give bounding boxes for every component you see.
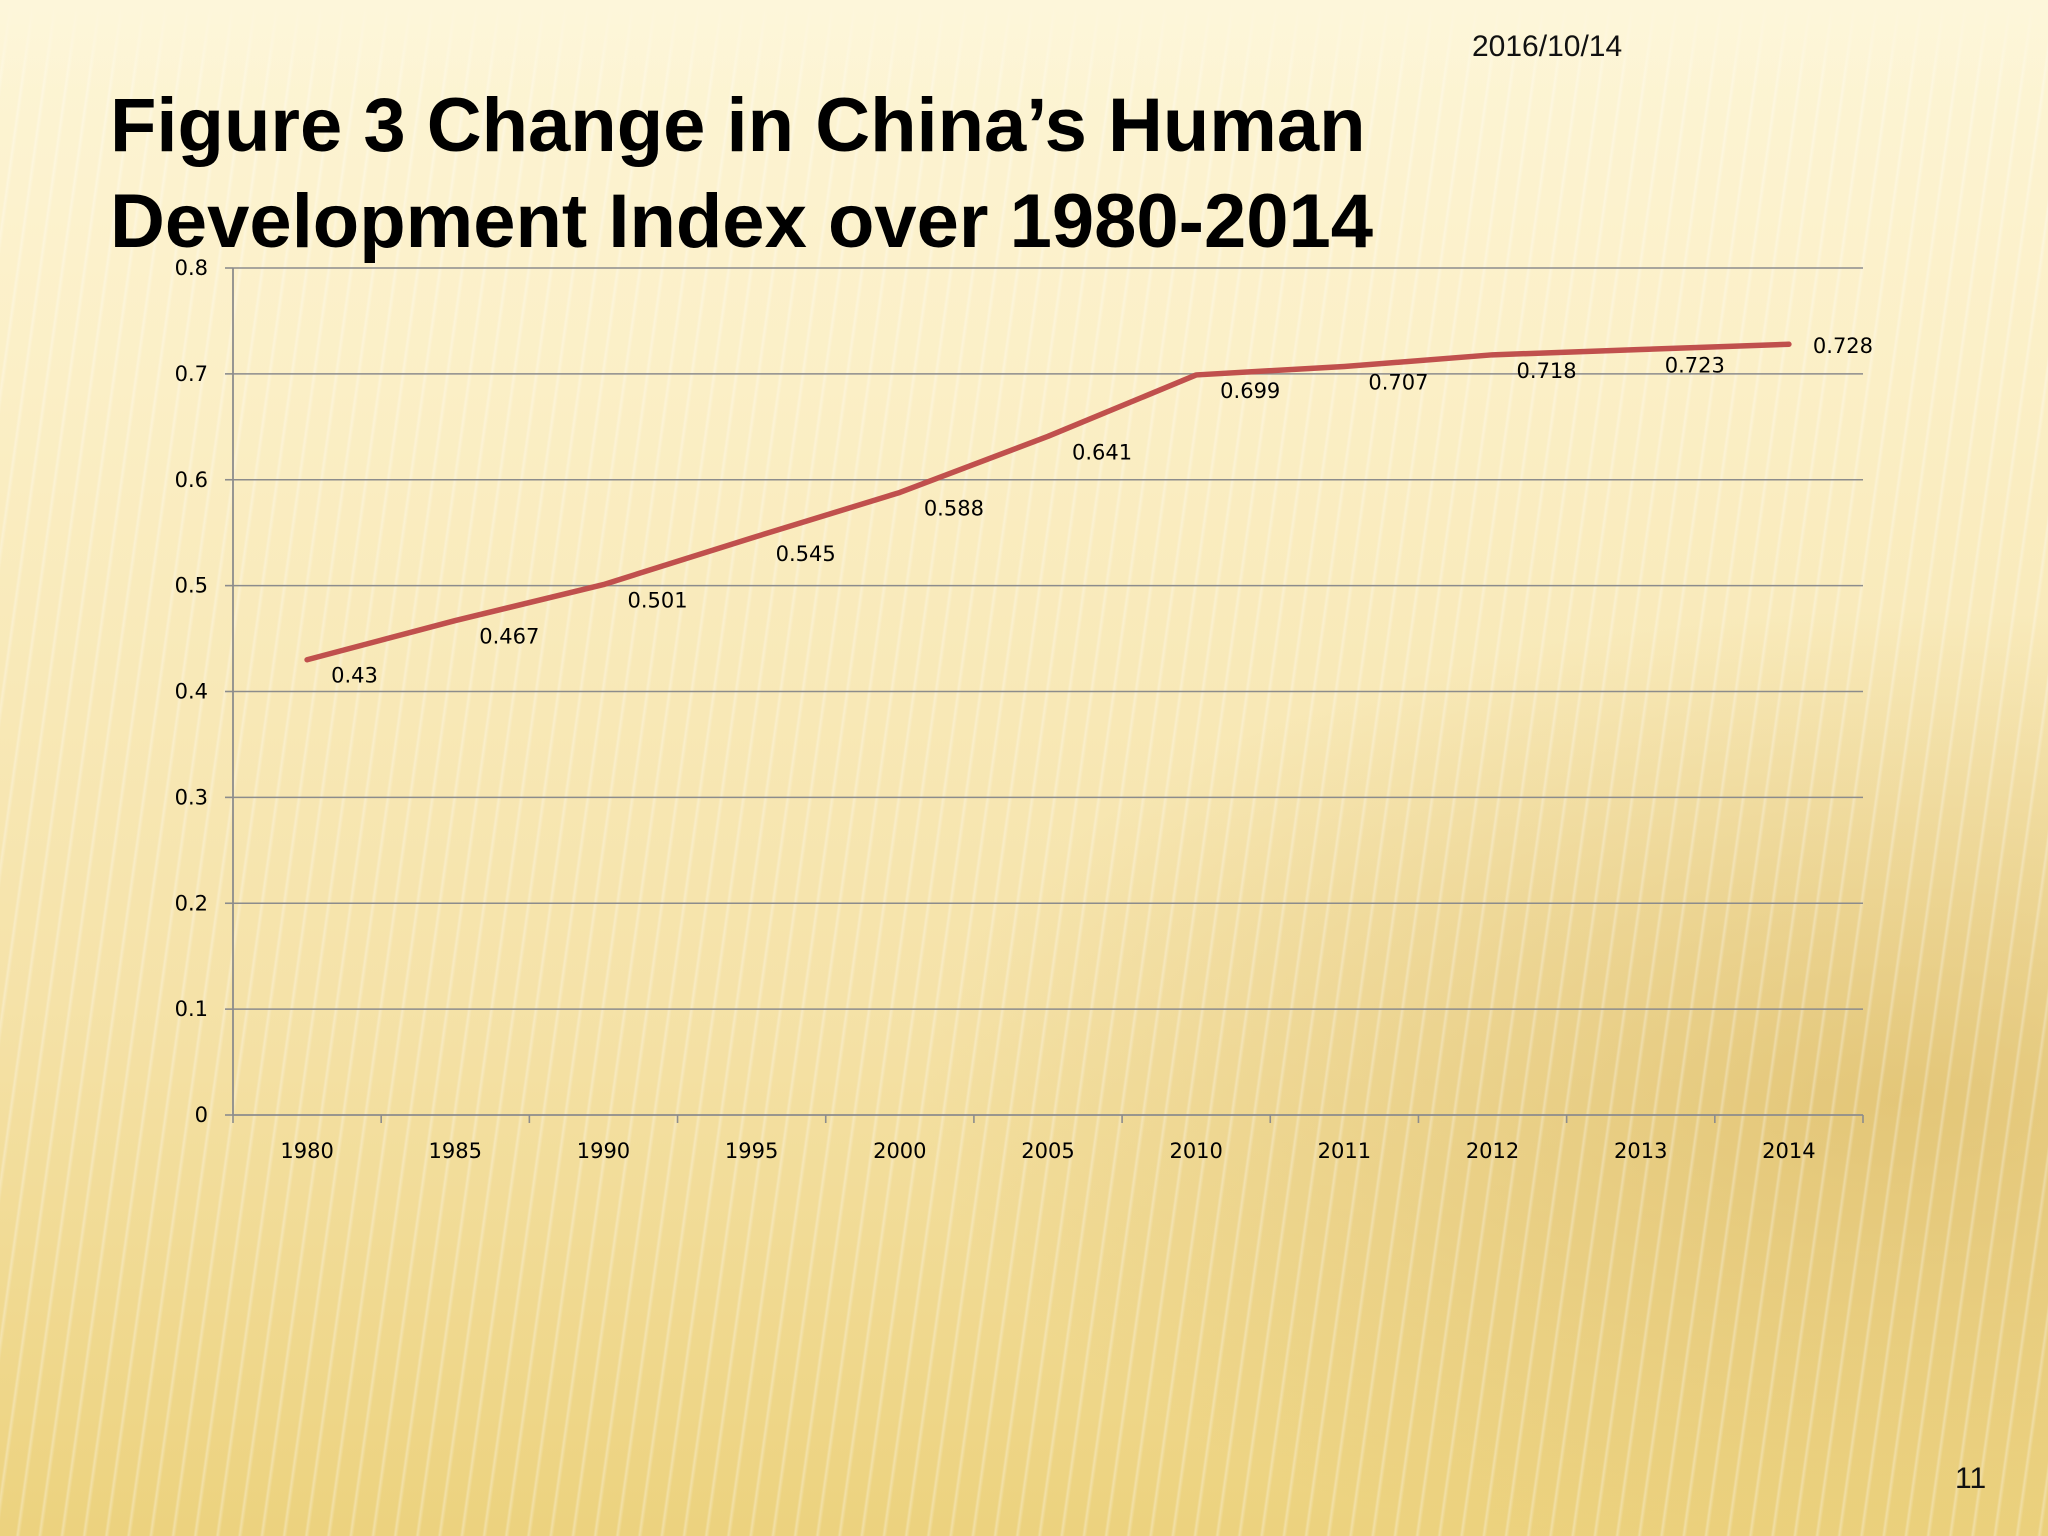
slide-title-line-1: Figure 3 Change in China’s Human — [110, 83, 1366, 168]
x-tick-label: 2005 — [1021, 1139, 1074, 1163]
data-label: 0.501 — [627, 589, 687, 613]
y-axis-ticks: 0 0.1 0.2 0.3 0.4 0.5 0.6 0.7 0.8 — [175, 256, 233, 1127]
page-number: 11 — [1955, 1462, 1987, 1495]
data-label: 0.728 — [1813, 334, 1873, 358]
data-label: 0.699 — [1220, 379, 1280, 403]
x-tick-label: 2011 — [1318, 1139, 1371, 1163]
x-tick-label: 2012 — [1466, 1139, 1519, 1163]
x-tick-label: 1985 — [429, 1139, 482, 1163]
x-tick-label: 1980 — [280, 1139, 333, 1163]
chart-data-labels: 0.43 0.467 0.501 0.545 0.588 0.641 0.699 0.707 0… — [331, 334, 1873, 688]
y-tick-label: 0.6 — [175, 468, 208, 492]
data-label: 0.723 — [1665, 354, 1725, 378]
slide-title-line-2: Development Index over 1980-2014 — [110, 179, 1374, 264]
x-tick-label: 2014 — [1762, 1139, 1815, 1163]
x-tick-label: 1990 — [577, 1139, 630, 1163]
chart-series — [304, 341, 1792, 663]
x-tick-label: 2000 — [873, 1139, 926, 1163]
data-label: 0.588 — [924, 496, 984, 520]
series-line — [304, 341, 1792, 663]
y-tick-label: 0 — [195, 1103, 208, 1127]
data-label: 0.467 — [479, 625, 539, 649]
x-axis-ticks: 1980 1985 1990 1995 2000 2005 2010 2011 2012 2013… — [232, 1115, 1864, 1163]
x-tick-label: 1995 — [725, 1139, 778, 1163]
y-tick-label: 0.5 — [175, 574, 208, 598]
chart-gridlines — [233, 267, 1863, 1010]
data-label: 0.707 — [1368, 370, 1428, 394]
x-tick-label: 2010 — [1169, 1139, 1222, 1163]
slide-date: 2016/10/14 — [1472, 30, 1623, 63]
y-tick-label: 0.7 — [175, 362, 208, 386]
slide-title: Figure 3 Change in China’s Human Develop… — [110, 78, 1610, 270]
x-tick-label: 2013 — [1614, 1139, 1667, 1163]
y-tick-label: 0.1 — [175, 997, 208, 1021]
y-tick-label: 0.2 — [175, 891, 208, 915]
y-tick-label: 0.3 — [175, 785, 208, 809]
data-label: 0.641 — [1072, 440, 1132, 464]
y-tick-label: 0.4 — [175, 680, 208, 704]
data-label: 0.43 — [331, 664, 378, 688]
data-label: 0.718 — [1517, 359, 1577, 383]
data-label: 0.545 — [776, 542, 836, 566]
slide-top-band — [0, 0, 2048, 90]
y-tick-label: 0.8 — [175, 256, 208, 280]
